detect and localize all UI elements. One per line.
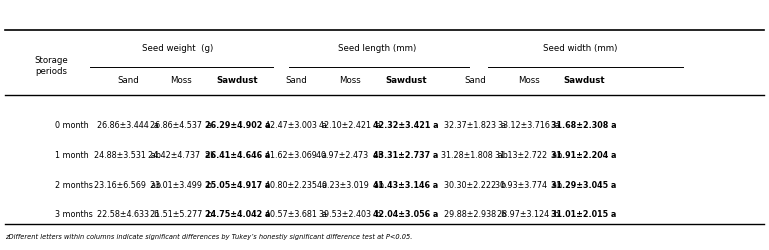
Text: 40.57±3.681  a: 40.57±3.681 a xyxy=(265,210,328,218)
Text: 40.97±2.473  ab: 40.97±2.473 ab xyxy=(316,150,384,159)
Text: 1 month: 1 month xyxy=(55,150,88,159)
Text: 24.88±3.531  ab: 24.88±3.531 ab xyxy=(95,150,161,159)
Text: 21.51±5.277  b: 21.51±5.277 b xyxy=(150,210,213,218)
Text: Sand: Sand xyxy=(285,76,308,85)
Text: 26.29±4.902 a: 26.29±4.902 a xyxy=(205,120,270,130)
Text: 26.86±3.444  a: 26.86±3.444 a xyxy=(97,120,158,130)
Text: 29.88±2.938  b: 29.88±2.938 b xyxy=(444,210,506,218)
Text: Sawdust: Sawdust xyxy=(385,76,427,85)
Text: 32.37±1.823  a: 32.37±1.823 a xyxy=(444,120,506,130)
Text: 26.86±4.537  a: 26.86±4.537 a xyxy=(151,120,212,130)
Text: 25.05±4.917 a: 25.05±4.917 a xyxy=(205,180,270,189)
Text: 28.97±3.124  b: 28.97±3.124 b xyxy=(498,210,560,218)
Text: 31.01±2.015 a: 31.01±2.015 a xyxy=(551,210,617,218)
Text: 42.10±2.421  a: 42.10±2.421 a xyxy=(319,120,381,130)
Text: 23.01±3.499  b: 23.01±3.499 b xyxy=(151,180,212,189)
Text: Sawdust: Sawdust xyxy=(217,76,258,85)
Text: 40.23±3.019  ab: 40.23±3.019 ab xyxy=(317,180,384,189)
Text: 39.53±2.403  b: 39.53±2.403 b xyxy=(319,210,381,218)
Text: Sand: Sand xyxy=(117,76,138,85)
Text: 26.41±4.646 a: 26.41±4.646 a xyxy=(205,150,270,159)
Text: Moss: Moss xyxy=(518,76,539,85)
Text: Seed width (mm): Seed width (mm) xyxy=(543,44,617,53)
Text: 3 months: 3 months xyxy=(55,210,93,218)
Text: 31.28±1.808  ab: 31.28±1.808 ab xyxy=(441,150,508,159)
Text: 42.04±3.056 a: 42.04±3.056 a xyxy=(373,210,438,218)
Text: 30.93±3.774  ab: 30.93±3.774 ab xyxy=(495,180,562,189)
Text: 42.47±3.003  a: 42.47±3.003 a xyxy=(265,120,328,130)
Text: Storage
periods: Storage periods xyxy=(35,56,68,75)
Text: 24.75±4.042 a: 24.75±4.042 a xyxy=(205,210,270,218)
Text: 40.80±2.235  a: 40.80±2.235 a xyxy=(265,180,328,189)
Text: 41.43±3.146 a: 41.43±3.146 a xyxy=(373,180,438,189)
Text: zDifferent letters within columns indicate significant differences by Tukey’s ho: zDifferent letters within columns indica… xyxy=(5,233,413,239)
Text: 42.32±3.421 a: 42.32±3.421 a xyxy=(373,120,439,130)
Text: Seed weight  (g): Seed weight (g) xyxy=(142,44,213,53)
Text: Moss: Moss xyxy=(339,76,361,85)
Text: 31.68±2.308 a: 31.68±2.308 a xyxy=(551,120,617,130)
Text: Sawdust: Sawdust xyxy=(563,76,604,85)
Text: 33.12±3.716  a: 33.12±3.716 a xyxy=(498,120,560,130)
Text: 41.62±3.069  a: 41.62±3.069 a xyxy=(265,150,328,159)
Text: 31.13±2.722  ab: 31.13±2.722 ab xyxy=(495,150,562,159)
Text: 22.58±4.633  b: 22.58±4.633 b xyxy=(97,210,159,218)
Text: Seed length (mm): Seed length (mm) xyxy=(338,44,416,53)
Text: Sand: Sand xyxy=(464,76,486,85)
Text: 0 month: 0 month xyxy=(55,120,88,130)
Text: 31.91±2.204 a: 31.91±2.204 a xyxy=(551,150,617,159)
Text: 2 months: 2 months xyxy=(55,180,93,189)
Text: Moss: Moss xyxy=(171,76,192,85)
Text: 43.31±2.737 a: 43.31±2.737 a xyxy=(373,150,438,159)
Text: 31.29±3.045 a: 31.29±3.045 a xyxy=(551,180,617,189)
Text: 30.30±2.222  b: 30.30±2.222 b xyxy=(444,180,506,189)
Text: 24.42±4.737  ab: 24.42±4.737 ab xyxy=(148,150,215,159)
Text: 23.16±6.569  ab: 23.16±6.569 ab xyxy=(95,180,161,189)
